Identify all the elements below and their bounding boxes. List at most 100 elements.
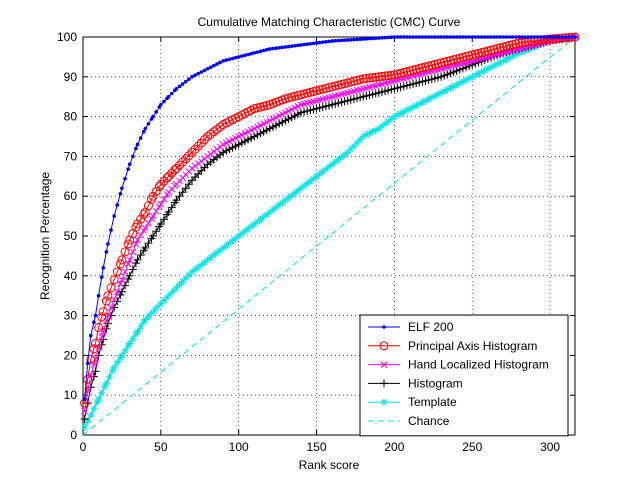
marker-stroke (223, 242, 230, 249)
marker-stroke (126, 340, 133, 347)
marker-stroke (118, 276, 126, 284)
data-point (126, 256, 134, 264)
data-point (204, 153, 211, 160)
marker-stroke (319, 168, 326, 175)
data-point (169, 91, 174, 96)
data-point (417, 35, 422, 39)
marker-stroke (216, 143, 224, 151)
data-point (143, 126, 148, 131)
data-point (131, 259, 140, 268)
marker-stroke (81, 407, 88, 415)
marker-stroke (323, 166, 329, 172)
data-point (92, 356, 99, 363)
legend-swatch-marker (379, 341, 389, 351)
marker-stroke (195, 264, 202, 270)
data-point (112, 267, 122, 277)
data-point (101, 296, 111, 306)
data-point (97, 312, 107, 322)
data-point (154, 182, 164, 192)
data-point (420, 35, 425, 39)
data-point (157, 200, 165, 208)
legend-label: Chance (408, 414, 450, 428)
data-point (101, 266, 106, 270)
data-point (162, 173, 172, 183)
marker-stroke (267, 209, 273, 215)
data-point (136, 214, 146, 224)
data-point (364, 36, 369, 41)
data-point (548, 34, 558, 44)
marker-stroke (304, 180, 311, 187)
data-point (378, 122, 386, 130)
marker-stroke (239, 230, 245, 237)
y-axis-label: Recognition Percentage (38, 172, 52, 300)
data-point (445, 35, 450, 39)
data-point (218, 60, 222, 65)
data-point (138, 136, 143, 140)
data-point (392, 35, 397, 39)
marker-stroke (376, 125, 382, 132)
marker-stroke (242, 228, 248, 235)
legend: ELF 200 Principal Axis Histogram Hand Loca… (359, 314, 569, 437)
data-point (152, 227, 161, 236)
data-point (311, 41, 316, 46)
data-point (129, 335, 137, 343)
data-point (132, 219, 142, 229)
marker-stroke (326, 163, 332, 170)
data-point (542, 35, 546, 39)
marker-stroke (121, 268, 129, 276)
data-point (102, 379, 110, 387)
marker-stroke (310, 175, 317, 182)
y-tick-label: 20 (64, 348, 78, 362)
series-principal-axis-histogram (80, 32, 580, 408)
data-point (215, 62, 219, 66)
data-point (134, 236, 141, 244)
series-template (81, 33, 579, 431)
data-point (187, 77, 191, 81)
legend-label: Histogram (408, 376, 463, 390)
marker-stroke (107, 304, 115, 311)
data-point (566, 35, 571, 39)
data-point (81, 407, 88, 415)
data-point (240, 54, 244, 58)
data-point (83, 374, 93, 384)
data-point (125, 271, 134, 280)
data-point (134, 146, 138, 151)
data-point (501, 35, 506, 39)
data-point (436, 35, 440, 39)
data-point (117, 280, 124, 288)
data-point (216, 143, 224, 151)
data-point (117, 287, 126, 296)
data-point (188, 164, 196, 172)
data-point (461, 35, 465, 39)
marker-stroke (379, 123, 385, 129)
marker-stroke (81, 424, 88, 430)
legend-swatch-marker (380, 361, 388, 368)
data-point (131, 154, 135, 159)
marker-stroke (91, 405, 97, 412)
data-point (98, 389, 106, 397)
data-point (281, 196, 289, 204)
legend-box (359, 314, 569, 437)
data-point (440, 87, 448, 95)
marker-stroke (99, 328, 107, 335)
marker-stroke (90, 361, 98, 369)
data-point (170, 165, 180, 175)
data-point (80, 415, 89, 424)
y-tick-label: 50 (64, 229, 78, 243)
data-point (244, 225, 252, 233)
data-point (283, 45, 288, 49)
data-point (446, 84, 454, 92)
x-tick-label: 50 (154, 440, 168, 454)
marker-stroke (210, 148, 218, 155)
data-point (288, 191, 296, 199)
data-point (159, 176, 169, 186)
data-point (110, 296, 118, 304)
data-point (470, 35, 475, 39)
data-point (126, 339, 134, 347)
data-point (221, 59, 225, 63)
x-tick-label: 0 (80, 440, 87, 454)
data-point (324, 39, 328, 44)
data-point (123, 176, 127, 181)
data-point (160, 196, 168, 203)
